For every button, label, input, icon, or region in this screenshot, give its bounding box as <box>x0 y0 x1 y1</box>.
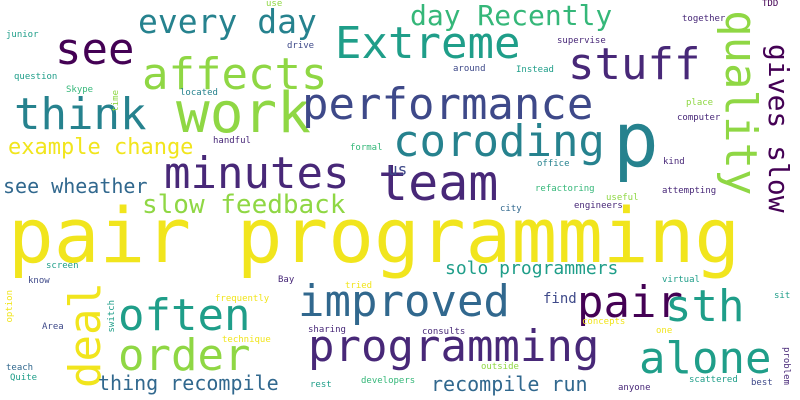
word-bay: Bay <box>278 276 294 285</box>
word-area: Area <box>42 323 64 332</box>
word-use: use <box>266 0 282 9</box>
word-around: around <box>453 65 486 74</box>
word-consults: consults <box>422 328 465 337</box>
word-drive: drive <box>287 42 314 51</box>
word-technique: technique <box>222 336 271 345</box>
word-supervise: supervise <box>557 37 606 46</box>
word-thing-recompile: thing recompile <box>98 373 279 393</box>
word-gives-slow: gives slow <box>764 44 792 213</box>
word-anyone: anyone <box>618 384 651 393</box>
word-engineers: engineers <box>574 202 623 211</box>
word-pair-programming: pair programming <box>8 198 740 274</box>
word-developers: developers <box>361 377 415 386</box>
word-refactoring: refactoring <box>535 185 595 194</box>
word-coroding: coroding <box>393 120 605 164</box>
word-kind: kind <box>663 158 685 167</box>
word-skype: Skype <box>66 86 93 95</box>
word-outside: outside <box>481 363 519 372</box>
word-instead: Instead <box>516 66 554 75</box>
word-see: see <box>55 28 134 72</box>
word-formal: formal <box>350 144 383 153</box>
word-think: think <box>14 93 146 137</box>
word-handful: handful <box>213 137 251 146</box>
word-improved: improved <box>298 280 510 324</box>
word-office: office <box>537 160 570 169</box>
word-day-recently: day Recently <box>410 2 612 30</box>
word-scattered: scattered <box>689 376 738 385</box>
word-sharing: sharing <box>308 326 346 335</box>
word-question: question <box>14 73 57 82</box>
word-every-day: every day <box>138 5 317 38</box>
word-sit: sit <box>774 292 790 301</box>
word-computer: computer <box>677 114 720 123</box>
word-junior: junior <box>6 31 39 40</box>
word-city: city <box>500 205 522 214</box>
word-attempting: attempting <box>662 187 716 196</box>
word-screen: screen <box>46 262 79 271</box>
word-frequently: frequently <box>215 295 269 304</box>
word-find: find <box>543 292 577 306</box>
word-us: us <box>388 162 407 178</box>
word-stuff: stuff <box>568 43 700 87</box>
word-quite: Quite <box>10 374 37 383</box>
word-teach: teach <box>6 364 33 373</box>
word-switch: switch <box>108 300 117 333</box>
word-one: one <box>656 327 672 336</box>
word-affects: affects <box>142 53 327 97</box>
word-located: located <box>180 89 218 98</box>
word-place: place <box>686 99 713 108</box>
word-slow-feedback: slow feedback <box>142 192 346 218</box>
word-problem: problem <box>781 347 790 385</box>
word-see-wheather: see wheather <box>3 176 148 196</box>
word-option: option <box>6 290 15 323</box>
word-recompile-run: recompile run <box>431 374 588 394</box>
word-time: time <box>112 90 121 112</box>
word-virtual: virtual <box>662 276 700 285</box>
word-solo-programmers: solo programmers <box>445 260 618 278</box>
word-p: p <box>613 102 659 178</box>
word-sth: sth <box>665 285 744 329</box>
word-together: together <box>682 15 725 24</box>
word-know: know <box>28 277 50 286</box>
word-concepts: concepts <box>582 318 625 327</box>
word-quality: quality <box>718 10 762 195</box>
word-rest: rest <box>310 381 332 390</box>
word-tdd: TDD <box>762 0 778 9</box>
word-best: best <box>751 379 773 388</box>
word-tried: tried <box>345 282 372 291</box>
word-example-change: example change <box>8 137 193 159</box>
